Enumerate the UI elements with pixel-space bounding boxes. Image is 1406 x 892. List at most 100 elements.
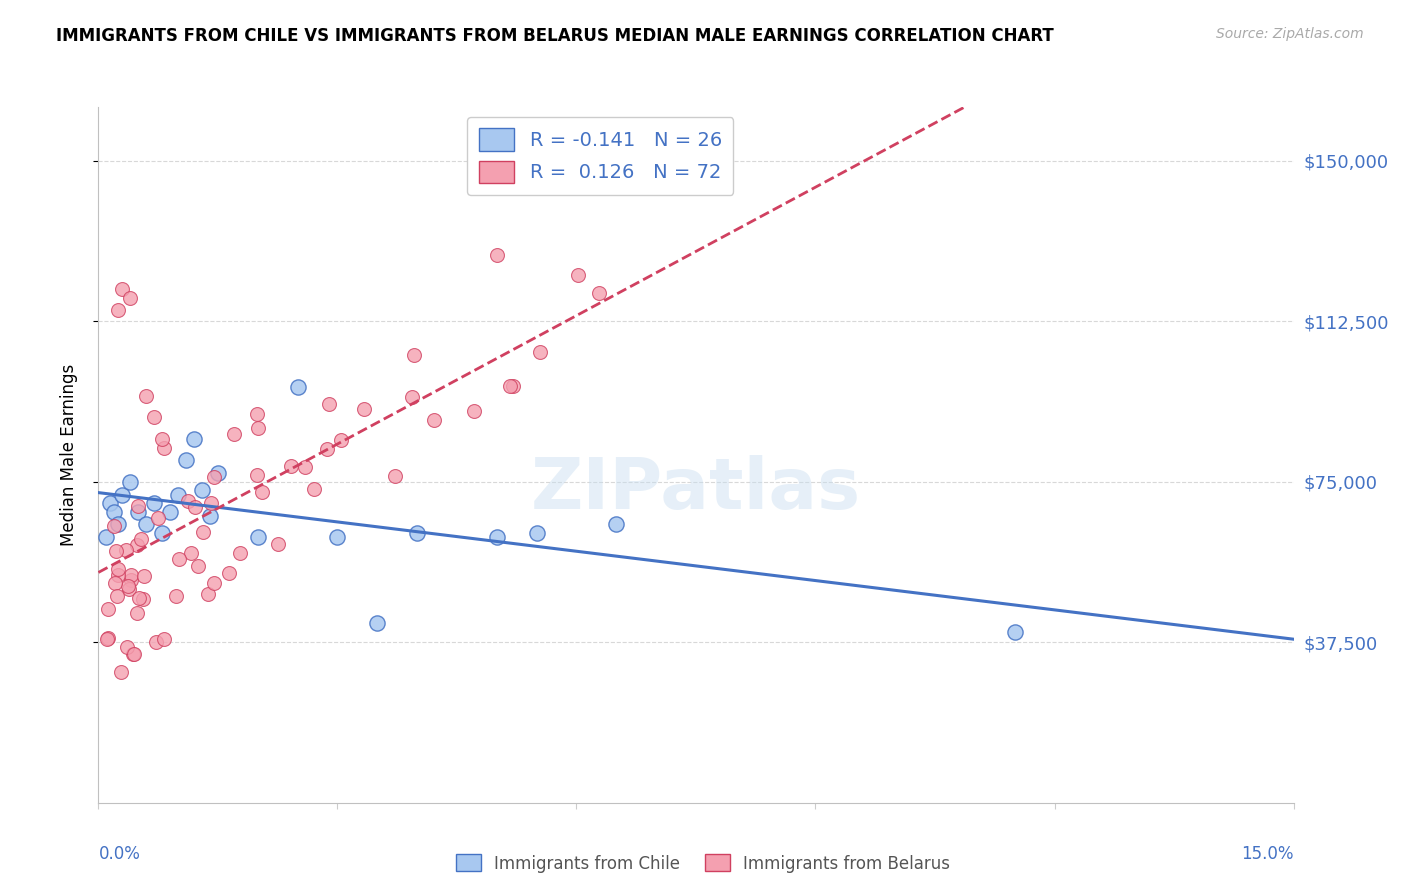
Point bbox=[110, 665, 132, 679]
Point bbox=[384, 469, 406, 483]
Point bbox=[120, 475, 142, 489]
Point bbox=[135, 517, 157, 532]
Point bbox=[250, 485, 273, 500]
Point bbox=[117, 579, 139, 593]
Point bbox=[246, 467, 269, 482]
Point bbox=[96, 632, 118, 646]
Point bbox=[107, 517, 129, 532]
Point bbox=[304, 482, 326, 496]
Point bbox=[267, 537, 290, 551]
Point bbox=[177, 493, 200, 508]
Point bbox=[103, 575, 125, 590]
Point bbox=[128, 591, 150, 606]
Point bbox=[1004, 624, 1026, 639]
Point bbox=[222, 427, 245, 442]
Point bbox=[127, 505, 149, 519]
Point bbox=[191, 525, 214, 540]
Point bbox=[122, 647, 145, 661]
Point bbox=[294, 459, 316, 474]
Text: IMMIGRANTS FROM CHILE VS IMMIGRANTS FROM BELARUS MEDIAN MALE EARNINGS CORRELATIO: IMMIGRANTS FROM CHILE VS IMMIGRANTS FROM… bbox=[56, 27, 1054, 45]
Point bbox=[150, 526, 173, 541]
Point bbox=[143, 496, 166, 510]
Point bbox=[402, 348, 425, 362]
Point bbox=[96, 631, 118, 645]
Point bbox=[198, 508, 221, 523]
Point bbox=[401, 390, 423, 404]
Point bbox=[127, 538, 149, 552]
Point bbox=[97, 601, 120, 615]
Point bbox=[103, 505, 125, 519]
Point bbox=[287, 380, 309, 394]
Point bbox=[127, 607, 149, 621]
Point bbox=[229, 546, 252, 560]
Point bbox=[107, 562, 129, 576]
Point bbox=[120, 291, 142, 305]
Point bbox=[120, 568, 142, 582]
Point bbox=[153, 632, 176, 647]
Point bbox=[166, 589, 188, 603]
Point bbox=[127, 499, 149, 513]
Point bbox=[246, 530, 269, 544]
Point bbox=[187, 558, 209, 573]
Point bbox=[499, 379, 522, 393]
Point bbox=[107, 589, 129, 603]
Point bbox=[132, 592, 155, 607]
Point bbox=[118, 582, 141, 596]
Point bbox=[202, 470, 225, 484]
Y-axis label: Median Male Earnings: Median Male Earnings bbox=[59, 364, 77, 546]
Point bbox=[588, 286, 610, 301]
Point bbox=[180, 546, 202, 560]
Point bbox=[143, 410, 166, 425]
Point bbox=[423, 413, 446, 427]
Point bbox=[107, 568, 129, 582]
Point bbox=[111, 487, 134, 501]
Text: ZIPatlas: ZIPatlas bbox=[531, 455, 860, 524]
Point bbox=[280, 458, 302, 473]
Text: 0.0%: 0.0% bbox=[98, 845, 141, 863]
Point bbox=[567, 268, 589, 282]
Point bbox=[114, 543, 136, 558]
Point bbox=[120, 573, 142, 587]
Point bbox=[111, 282, 134, 296]
Point bbox=[207, 466, 229, 480]
Point bbox=[605, 517, 627, 532]
Point bbox=[152, 442, 174, 456]
Point bbox=[191, 483, 214, 498]
Point bbox=[104, 544, 127, 558]
Legend: R = -0.141   N = 26, R =  0.126   N = 72: R = -0.141 N = 26, R = 0.126 N = 72 bbox=[467, 117, 734, 194]
Point bbox=[184, 500, 207, 514]
Point bbox=[200, 496, 222, 510]
Point bbox=[197, 587, 219, 601]
Legend: Immigrants from Chile, Immigrants from Belarus: Immigrants from Chile, Immigrants from B… bbox=[449, 847, 957, 880]
Point bbox=[107, 303, 129, 318]
Text: Source: ZipAtlas.com: Source: ZipAtlas.com bbox=[1216, 27, 1364, 41]
Point bbox=[100, 496, 122, 510]
Point bbox=[183, 432, 205, 446]
Point bbox=[167, 487, 190, 501]
Point bbox=[134, 568, 156, 582]
Point bbox=[463, 404, 485, 418]
Point bbox=[485, 530, 508, 544]
Point bbox=[326, 530, 349, 544]
Point bbox=[159, 505, 181, 519]
Point bbox=[146, 510, 169, 524]
Point bbox=[129, 532, 152, 546]
Point bbox=[174, 453, 197, 467]
Point bbox=[103, 519, 125, 533]
Point bbox=[115, 640, 138, 654]
Point bbox=[502, 378, 524, 392]
Point bbox=[318, 397, 340, 411]
Text: 15.0%: 15.0% bbox=[1241, 845, 1294, 863]
Point bbox=[529, 345, 551, 359]
Point bbox=[316, 442, 339, 456]
Point bbox=[366, 615, 388, 630]
Point bbox=[202, 575, 225, 590]
Point bbox=[526, 526, 548, 541]
Point bbox=[96, 530, 118, 544]
Point bbox=[121, 648, 143, 662]
Point bbox=[330, 433, 353, 447]
Point bbox=[247, 421, 270, 435]
Point bbox=[485, 248, 508, 262]
Point bbox=[135, 389, 157, 403]
Point bbox=[218, 566, 240, 580]
